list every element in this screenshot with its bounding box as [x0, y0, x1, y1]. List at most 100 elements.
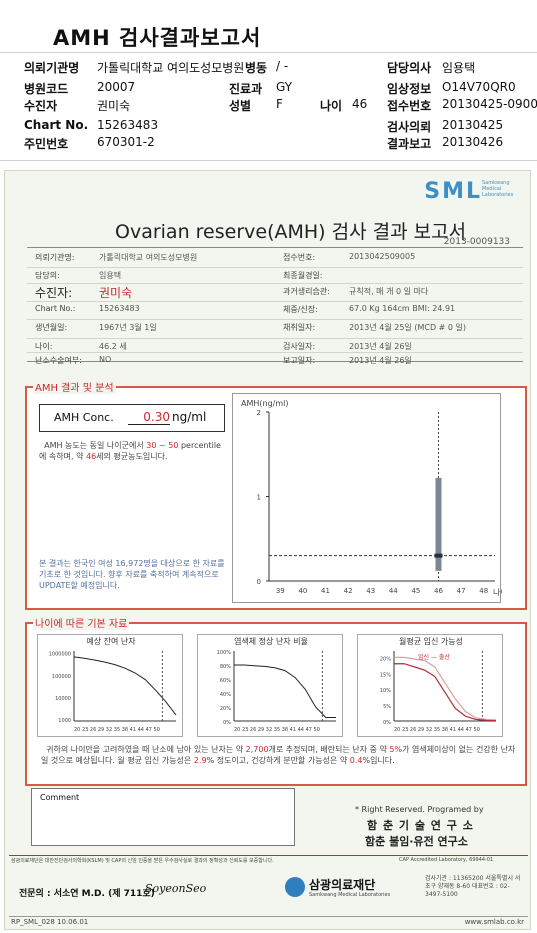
- mini-y-tick-label: 60%: [220, 678, 231, 684]
- mini-y-tick-label: 100%: [217, 650, 232, 656]
- header-value: 가톨릭대학교 여의도성모병원: [97, 61, 245, 75]
- patient-field-label: Chart No.:: [35, 304, 76, 313]
- comment-label: Comment: [40, 793, 80, 802]
- comment-box: Comment: [31, 788, 295, 846]
- amh-equivalent-age: 46: [85, 452, 97, 461]
- header-label: 나이: [320, 99, 343, 113]
- amh-interpretation: AMH 농도는 동일 나이군에서 30 ~ 50 percentile에 속하며…: [39, 440, 225, 462]
- mini-y-tick-label: 0%: [223, 720, 231, 726]
- mini-x-tick-labels: 20 23 26 29 32 35 38 41 44 47 50: [74, 727, 160, 733]
- sample-field-label: 최종월경일:: [283, 271, 323, 280]
- header-value: 권미숙: [97, 99, 131, 113]
- header-label: 의뢰기관명: [24, 61, 80, 75]
- amh-conc-value: 0.30: [128, 410, 170, 425]
- sample-field-value: 67.0 Kg 164cm BMI: 24.91: [349, 304, 456, 313]
- header-value: 임용택: [442, 61, 476, 75]
- sample-field-value: 2013년 4월 26일: [349, 342, 412, 351]
- remaining-eggs-value: 2,700: [245, 745, 269, 754]
- mini-y-tick-label: 1000: [58, 718, 71, 724]
- header-value: 20130425: [442, 118, 504, 132]
- amh-chart-svg: AMH(ng/ml) 0 1 2 39 40 41 42 43 44 45 46 47 48 나이: [241, 399, 508, 597]
- amh-percentile-range: 30 ~ 50: [146, 441, 179, 450]
- cap-accreditation: CAP Accredited Laboratory, 69944-01: [399, 857, 494, 863]
- patient-field-value: 임용택: [99, 271, 122, 280]
- mini-y-tick-label: 10%: [380, 688, 391, 694]
- header-value: 20130426: [442, 135, 504, 149]
- birth-percent: 0.4: [349, 756, 363, 765]
- amh-text-1: AMH 농도는 동일 나이군에서: [44, 441, 144, 450]
- page-title: AMH 검사결과보고서: [53, 26, 262, 50]
- patient-field-value: 46.2 세: [99, 342, 127, 351]
- document-number: 2013-0009133: [443, 237, 510, 247]
- patient-info-grid: 의뢰기관명: 가톨릭대학교 여의도성모병원 담당의: 임용택 수진자: 권미숙 Chart …: [27, 247, 523, 365]
- amh-x-tick-label: 42: [344, 587, 353, 595]
- amh-x-tick-label: 46: [434, 587, 443, 595]
- patient-field-value: NO: [99, 355, 112, 364]
- sample-field-value: 2013년 4월 25일 (MCD # 0 일): [349, 323, 467, 332]
- age-section-title: 나이에 따른 기본 자료: [33, 615, 130, 630]
- mini-y-tick-label: 5%: [383, 704, 391, 710]
- mini-y-tick-label: 20%: [380, 656, 391, 662]
- sml-logo: SML: [424, 179, 482, 204]
- amh-percentile-band: [435, 477, 442, 571]
- header-label: 담당의사: [387, 61, 432, 75]
- sample-field-label: 과거생리습관:: [283, 287, 330, 296]
- header-label: 병원코드: [24, 82, 69, 96]
- patient-field-value: 1967년 3월 1일: [99, 323, 157, 332]
- sample-field-value: 2013년 4월 26일: [349, 356, 412, 365]
- patient-field-label: 의뢰기관명:: [35, 253, 75, 262]
- header-label: 성별: [229, 99, 252, 113]
- header-label: 결과보고: [387, 137, 432, 151]
- sample-field-label: 보고일자:: [283, 356, 316, 365]
- mini-chart-title: 예상 잔여 난자: [86, 636, 136, 646]
- sample-field-label: 체중/신장:: [283, 305, 318, 314]
- amh-text-2: percentile에 속하며, 약: [39, 441, 221, 461]
- sample-field-label: 검사일자:: [283, 342, 316, 351]
- mini-y-tick-label: 15%: [380, 672, 391, 678]
- mini-y-tick-label: 1000000: [49, 652, 71, 658]
- foundation-name: 삼광의료재단: [309, 878, 376, 892]
- sample-field-label: 접수번호:: [283, 253, 316, 262]
- specialist-name: 전문의 : 서소연 M.D. (제 711호): [19, 889, 155, 899]
- amh-x-tick-label: 41: [321, 587, 330, 595]
- amh-data-point: [434, 553, 443, 558]
- header-value: GY: [276, 80, 293, 94]
- patient-field-label: 담당의:: [35, 271, 60, 280]
- ward-label: 병동: [245, 61, 268, 75]
- specialist-signature: SoyeonSeo: [145, 882, 207, 895]
- foundation-name-en: Samkwang Medical Laboratories: [309, 892, 391, 898]
- amh-report: SML Samkwang Medical Laboratories Ovaria…: [4, 170, 531, 930]
- foundation-logo-icon: [285, 877, 305, 897]
- amh-x-axis-label: 나이: [493, 587, 502, 597]
- mini-y-tick-label: 80%: [220, 664, 231, 670]
- amh-x-tick-label: 45: [411, 587, 420, 595]
- form-code: RP_SML_028 10.06.01: [11, 918, 89, 926]
- amh-conc-label: AMH Conc.: [54, 411, 114, 424]
- rights-text: * Right Reserved. Programed by: [355, 805, 484, 814]
- normal-egg-percent: 5%: [389, 745, 403, 754]
- header-label: 주민번호: [24, 137, 69, 151]
- amh-conc-unit: ng/ml: [172, 410, 207, 424]
- amh-text-3: 세의 평균농도입니다.: [96, 452, 168, 461]
- report-title: Ovarian reserve(AMH) 검사 결과 보고서: [115, 221, 467, 243]
- mini-series-line: [73, 656, 177, 716]
- header-value: 15263483: [97, 118, 159, 132]
- header-value: O14V70QR0: [442, 80, 516, 94]
- header-value: 20007: [97, 80, 136, 94]
- lab-contact: 검사기관 : 11365200 서울특별시 서초구 양재동 8-60 대표번호 …: [425, 875, 521, 898]
- mini-series-line: [394, 656, 497, 721]
- amh-x-tick-label: 39: [276, 587, 285, 595]
- mini-series-line-birth: [394, 663, 497, 722]
- header-value: 670301-2: [97, 135, 155, 149]
- mini-chart-title: 염색체 정상 난자 비율: [234, 636, 308, 646]
- amh-x-tick-label: 40: [298, 587, 307, 595]
- amh-concentration-box: AMH Conc. 0.30 ng/ml: [39, 404, 225, 432]
- header-label: 진료과: [229, 82, 263, 96]
- sample-field-label: 채취일자:: [283, 323, 316, 332]
- age-data-section: 예상 잔여 난자 1000 10000 100000 1000000 20 23 26 2…: [25, 622, 527, 786]
- amh-x-tick-label: 44: [389, 587, 398, 595]
- patient-field-value: 가톨릭대학교 여의도성모병원: [99, 253, 198, 262]
- mini-y-tick-label: 0%: [383, 720, 391, 726]
- website: www.smlab.co.kr: [464, 918, 524, 926]
- patient-field-value: 권미숙: [99, 286, 133, 300]
